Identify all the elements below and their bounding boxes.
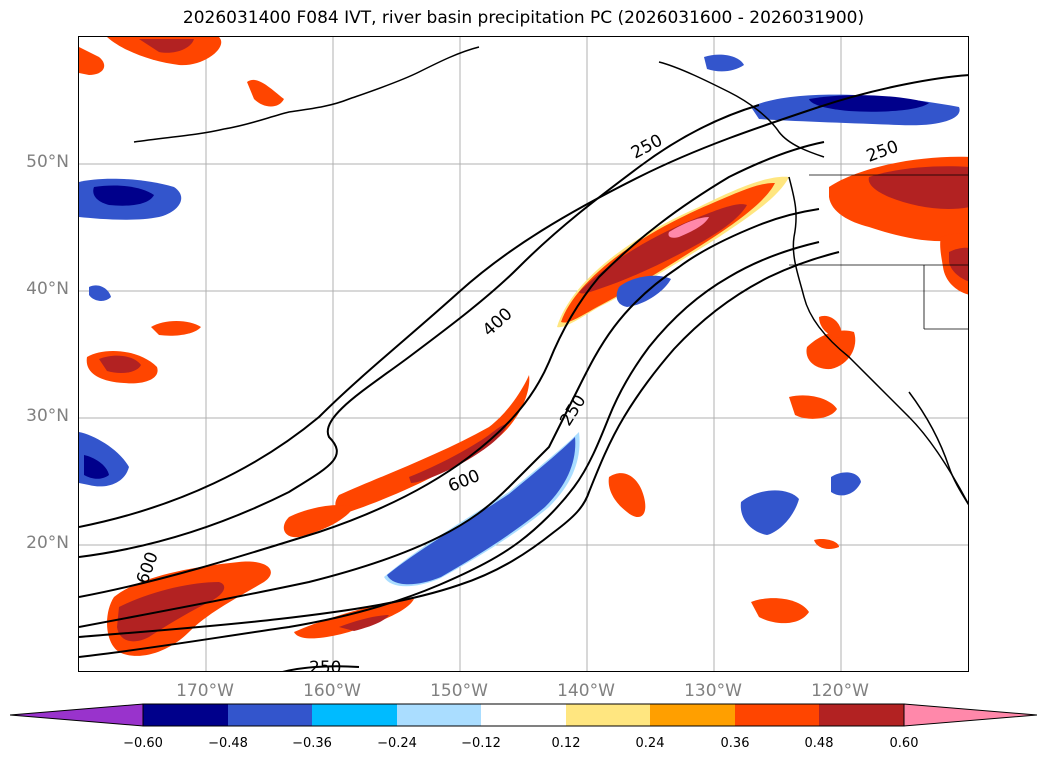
precip-region-top-north-dark bbox=[139, 39, 194, 53]
precip-region-mid-pacific-2 bbox=[283, 505, 354, 538]
coastlines bbox=[133, 46, 968, 506]
precip-region-eastern-pacific bbox=[608, 473, 646, 517]
precip-region-neg-west-2-dark bbox=[84, 455, 109, 479]
gridlines bbox=[79, 37, 968, 671]
lat-label-40n: 40°N bbox=[26, 279, 69, 299]
precip-region-neg-east bbox=[740, 490, 799, 535]
coastline-north-america-west bbox=[788, 176, 968, 505]
colorbar-extend-min bbox=[10, 703, 144, 727]
colorbar-tick-neg048: −0.48 bbox=[208, 736, 248, 751]
ivt-contour-250-south bbox=[79, 251, 840, 638]
state-borders bbox=[789, 174, 968, 330]
precip-region-us-northwest-dark bbox=[868, 166, 968, 209]
ivt-contour-250-north bbox=[79, 74, 968, 528]
negative-anomaly-regions bbox=[79, 54, 960, 587]
precip-region-pacific-nw-pink bbox=[668, 217, 709, 238]
colorbar-extend-max bbox=[903, 703, 1037, 727]
coastline-baja bbox=[908, 391, 968, 506]
colorbar-bin-3 bbox=[312, 704, 397, 726]
colorbar-bin-6 bbox=[566, 704, 650, 726]
precip-region-subtropic-west-dark bbox=[99, 355, 141, 373]
colorbar-bin-9 bbox=[819, 704, 904, 726]
ivt-label-250-ne: 250 bbox=[864, 137, 901, 167]
ivt-contour-600-south bbox=[79, 241, 820, 658]
colorbar bbox=[10, 703, 1037, 727]
precip-region-california bbox=[806, 330, 856, 370]
lon-label-150w: 150°W bbox=[430, 681, 488, 701]
precip-region-aleutian bbox=[247, 79, 284, 107]
precip-region-neg-subtropics-blue bbox=[387, 437, 576, 585]
precip-region-neg-gulf-dark bbox=[809, 95, 929, 112]
precip-region-small-155w bbox=[151, 321, 201, 336]
colorbar-bin-2 bbox=[228, 704, 312, 726]
map-title: 2026031400 F084 IVT, river basin precipi… bbox=[182, 8, 865, 28]
ivt-label-400: 400 bbox=[479, 304, 516, 341]
ivt-contour-250-bottom bbox=[282, 665, 360, 671]
precip-region-pacific-nw-dark bbox=[579, 204, 747, 294]
colorbar-bin-5 bbox=[481, 704, 566, 726]
map-panel: 250 400 250 600 600 250 250 bbox=[78, 36, 969, 672]
precip-region-mid-pacific-dark bbox=[409, 424, 507, 483]
precip-region-neg-east-2 bbox=[831, 472, 861, 496]
precip-region-south-pacific-2 bbox=[294, 599, 414, 639]
precip-region-neg-north bbox=[704, 54, 744, 72]
precip-region-bay bbox=[819, 315, 842, 338]
colorbar-bin-4 bbox=[397, 704, 481, 726]
lon-label-130w: 130°W bbox=[684, 681, 742, 701]
ivt-label-250-north: 250 bbox=[628, 131, 666, 164]
colorbar-tick-060: 0.60 bbox=[889, 736, 919, 751]
colorbar-bin-7 bbox=[650, 704, 735, 726]
ivt-contour-400 bbox=[79, 141, 825, 598]
ivt-label-250-bottom: 250 bbox=[309, 658, 341, 672]
precip-region-neg-west-dark bbox=[93, 185, 154, 206]
lat-label-30n: 30°N bbox=[26, 406, 69, 426]
colorbar-bin-1 bbox=[143, 704, 228, 726]
colorbar-tick-neg036: −0.36 bbox=[292, 736, 332, 751]
ivt-contour-250-inner bbox=[79, 104, 760, 558]
lon-label-140w: 140°W bbox=[557, 681, 615, 701]
lon-label-120w: 120°W bbox=[811, 681, 869, 701]
colorbar-tick-neg024: −0.24 bbox=[377, 736, 417, 751]
colorbar-tick-036: 0.36 bbox=[720, 736, 750, 751]
precip-region-south-pacific-dark bbox=[117, 582, 225, 642]
ivt-contour-600-north bbox=[79, 208, 820, 628]
precip-region-small-north bbox=[79, 47, 105, 75]
coastline-alaska-peninsula bbox=[133, 46, 480, 143]
precip-region-south-coastal-2 bbox=[814, 538, 839, 549]
precip-region-neg-small-1 bbox=[89, 285, 111, 301]
lat-label-50n: 50°N bbox=[26, 152, 69, 172]
colorbar-bin-8 bbox=[735, 704, 819, 726]
lon-label-160w: 160°W bbox=[303, 681, 361, 701]
colorbar-tick-012: 0.12 bbox=[551, 736, 581, 751]
precip-region-south-pacific-2-dark bbox=[339, 615, 389, 631]
precip-region-mid-pacific bbox=[335, 375, 530, 514]
precip-region-south-coastal bbox=[751, 598, 809, 624]
precip-region-us-west-edge-dark bbox=[949, 247, 968, 282]
lon-label-170w: 170°W bbox=[176, 681, 234, 701]
colorbar-tick-neg060: −0.60 bbox=[123, 736, 163, 751]
colorbar-tick-048: 0.48 bbox=[804, 736, 834, 751]
colorbar-tick-024: 0.24 bbox=[635, 736, 665, 751]
coastline-alaska-gulf bbox=[658, 61, 825, 158]
colorbar-tick-neg012: −0.12 bbox=[461, 736, 501, 751]
lat-label-20n: 20°N bbox=[26, 533, 69, 553]
precip-region-california-2 bbox=[789, 395, 837, 419]
ivt-contours bbox=[79, 74, 968, 671]
positive-anomaly-regions bbox=[79, 37, 968, 656]
colorbar-outline bbox=[142, 703, 905, 727]
